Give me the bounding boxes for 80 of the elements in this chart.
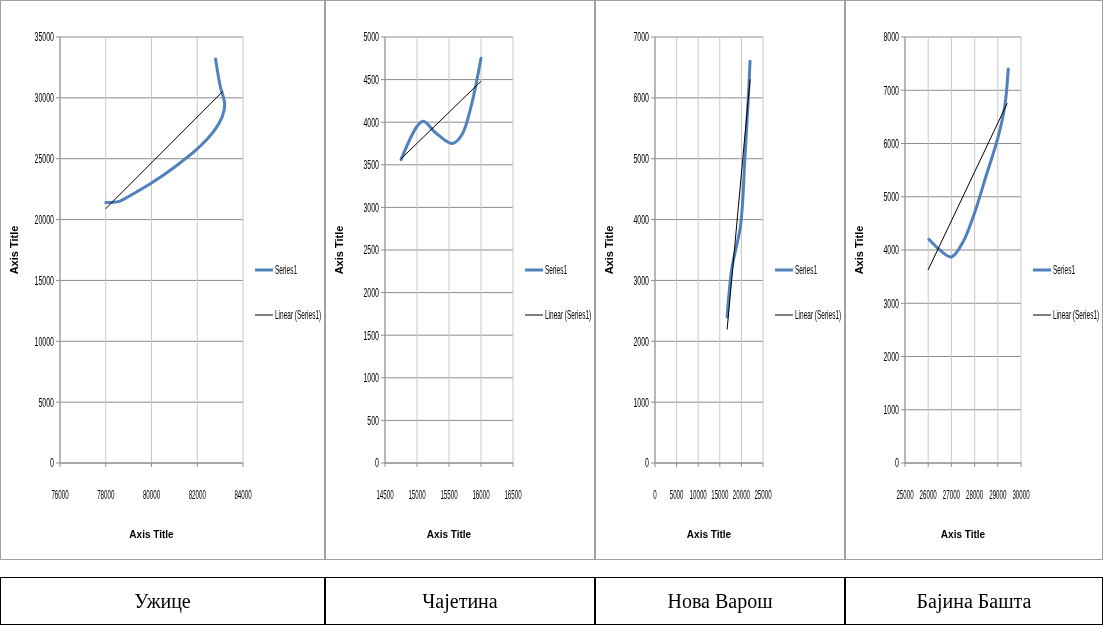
y-tick-label: 1000: [633, 395, 650, 409]
x-tick-label: 78000: [97, 487, 115, 502]
x-tick-label: 27000: [942, 487, 961, 502]
x-tick-label: 5000: [669, 487, 684, 502]
line-series: [399, 56, 483, 162]
y-axis-title: Axis Title: [8, 225, 20, 275]
y-tick-label: 3000: [883, 296, 900, 311]
x-axis-title: Axis Title: [426, 529, 472, 540]
legend-label: Series1: [795, 263, 818, 277]
y-tick-label: 5000: [363, 30, 380, 44]
y-tick-label: 1000: [363, 371, 380, 385]
y-axis-title: Axis Title: [333, 225, 345, 275]
y-tick-label: 25000: [34, 151, 55, 166]
legend-label: Linear (Series1): [1053, 308, 1100, 322]
text: Нова Варош: [667, 590, 774, 613]
x-tick-label: 16500: [504, 487, 522, 502]
x-tick-label: 15000: [408, 487, 426, 502]
x-tick-label: 25000: [896, 487, 914, 502]
y-axis-title: Axis Title: [853, 225, 865, 275]
y-tick-label: 0: [50, 456, 55, 470]
y-tick-label: 6000: [883, 136, 900, 151]
y-tick-label: 3500: [363, 158, 380, 172]
legend-label: Linear (Series1): [545, 308, 592, 322]
x-tick-label: 30000: [1012, 487, 1030, 502]
legend-label: Series1: [1053, 263, 1076, 277]
y-tick-label: 3000: [633, 273, 650, 288]
y-tick-label: 5000: [633, 151, 650, 166]
legend-label: Linear (Series1): [275, 308, 322, 322]
legend-label: Linear (Series1): [795, 308, 842, 322]
x-tick-label: 25000: [754, 487, 772, 502]
x-tick-label: 28000: [965, 487, 984, 502]
text: Бајина Башта: [916, 590, 1032, 613]
legend-label: Series1: [545, 263, 568, 277]
y-tick-label: 0: [645, 456, 650, 470]
y-tick-label: 20000: [34, 212, 55, 227]
y-tick-label: 0: [895, 456, 900, 470]
y-tick-label: 500: [367, 413, 380, 428]
y-tick-label: 4000: [363, 115, 380, 130]
x-tick-label: 15000: [711, 487, 729, 502]
y-tick-label: 2000: [633, 334, 650, 349]
x-axis-title: Axis Title: [940, 529, 986, 540]
y-tick-label: 5000: [38, 395, 55, 409]
y-tick-label: 4500: [363, 72, 380, 87]
x-axis-title: Axis Title: [686, 529, 732, 540]
x-tick-label: 14500: [376, 487, 394, 502]
x-tick-label: 82000: [188, 487, 207, 502]
y-tick-label: 2000: [363, 285, 380, 300]
x-tick-label: 20000: [732, 487, 751, 502]
text: Ужице: [134, 590, 191, 613]
x-tick-label: 16000: [472, 487, 490, 502]
y-tick-label: 4000: [883, 243, 900, 257]
y-tick-label: 7000: [883, 83, 900, 98]
y-tick-label: 7000: [633, 30, 650, 44]
legend-label: Series1: [275, 263, 298, 277]
y-tick-label: 5000: [883, 190, 900, 204]
y-tick-label: 15000: [34, 273, 55, 288]
x-axis-title: Axis Title: [129, 529, 175, 540]
y-axis-title: Axis Title: [603, 225, 615, 275]
y-tick-label: 2000: [883, 349, 900, 364]
y-tick-label: 0: [375, 456, 380, 470]
x-tick-label: 76000: [51, 487, 69, 502]
y-tick-label: 8000: [883, 30, 900, 44]
y-tick-label: 1500: [363, 328, 380, 343]
y-tick-label: 10000: [34, 334, 55, 349]
y-tick-label: 1000: [883, 403, 900, 417]
text: Чајетина: [422, 590, 498, 613]
y-tick-label: 30000: [34, 91, 55, 105]
y-tick-label: 2500: [363, 243, 380, 257]
x-tick-label: 10000: [689, 487, 708, 502]
x-tick-label: 15500: [440, 487, 458, 502]
x-tick-label: 26000: [919, 487, 938, 502]
x-tick-label: 29000: [989, 487, 1007, 502]
y-tick-label: 35000: [34, 30, 55, 44]
y-tick-label: 3000: [363, 200, 380, 215]
line-series: [104, 57, 227, 205]
y-tick-label: 6000: [633, 91, 650, 105]
y-tick-label: 4000: [633, 212, 650, 227]
x-tick-label: 80000: [142, 487, 161, 502]
line-series: [927, 67, 1010, 259]
x-tick-label: 84000: [234, 487, 252, 502]
